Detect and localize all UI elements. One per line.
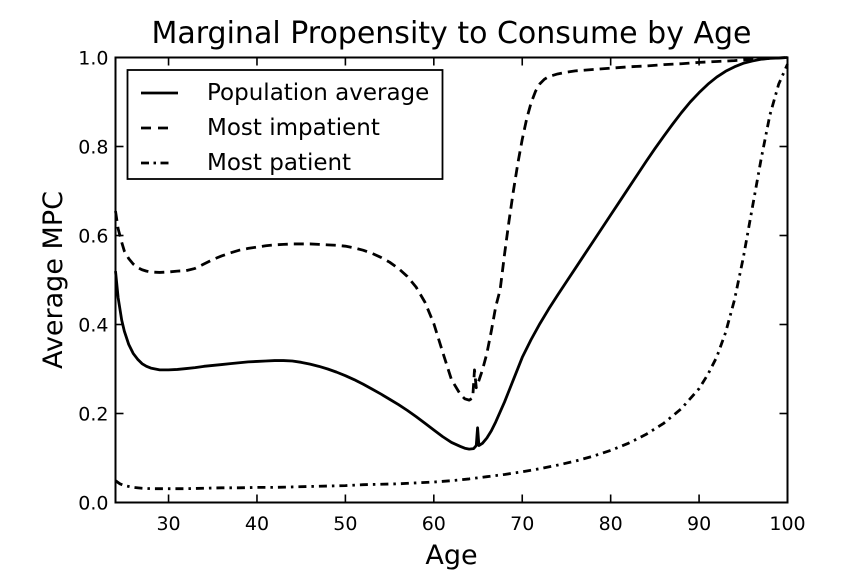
series-line-most-impatient — [114, 56, 788, 402]
y-tick-label: 0.8 — [78, 137, 108, 159]
x-tick-label: 90 — [687, 513, 711, 535]
x-tick-label: 30 — [156, 513, 180, 535]
plot-border — [114, 56, 789, 504]
x-tick-label: 80 — [599, 513, 623, 535]
legend-entry-most-patient: Most patient — [141, 150, 351, 176]
x-axis-label: Age — [425, 540, 477, 571]
legend-label: Population average — [207, 80, 429, 106]
series-lines — [114, 56, 789, 491]
x-tick-label: 60 — [422, 513, 446, 535]
y-axis-label: Average MPC — [38, 191, 69, 369]
legend: Population average Most impatient Most pat… — [126, 69, 444, 180]
y-tick-label: 0.0 — [78, 493, 108, 515]
chart-title: Marginal Propensity to Consume by Age — [151, 16, 751, 51]
y-tick-label: 0.6 — [78, 226, 108, 248]
axis-ticks — [115, 56, 789, 504]
legend-box — [126, 69, 444, 180]
series-line-population-average — [114, 56, 788, 451]
plot-frame — [114, 56, 789, 504]
x-tick-label: 40 — [245, 513, 269, 535]
y-tick-label: 0.2 — [78, 404, 108, 426]
series-line-most-patient — [114, 63, 789, 491]
y-tick-label: 0.4 — [78, 315, 108, 337]
y-tick-label: 1.0 — [78, 48, 108, 70]
legend-label: Most patient — [207, 150, 351, 176]
x-tick-label: 70 — [510, 513, 534, 535]
legend-label: Most impatient — [207, 115, 380, 141]
legend-entry-population-average: Population average — [141, 80, 429, 106]
tick-labels: 30 40 50 60 70 80 90 100 0.0 0.2 0.4 0.6 0.8 1.0 — [78, 48, 805, 536]
x-tick-label: 100 — [769, 513, 805, 535]
legend-entry-most-impatient: Most impatient — [141, 115, 380, 141]
x-tick-label: 50 — [333, 513, 357, 535]
